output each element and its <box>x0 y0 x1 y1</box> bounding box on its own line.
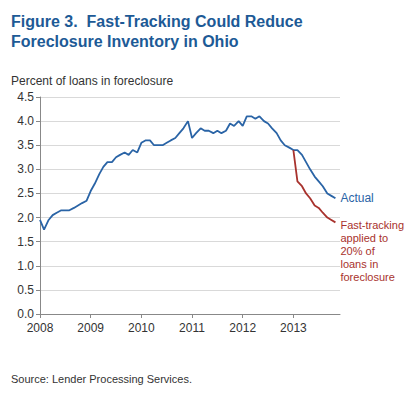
svg-text:2.5: 2.5 <box>17 186 34 200</box>
svg-text:2009: 2009 <box>77 321 104 335</box>
svg-text:2012: 2012 <box>229 321 256 335</box>
svg-text:2013: 2013 <box>280 321 307 335</box>
svg-text:3.0: 3.0 <box>17 162 34 176</box>
svg-text:Source: Lender Processing Serv: Source: Lender Processing Services. <box>11 373 192 385</box>
svg-text:Fast-tracking: Fast-tracking <box>340 219 404 231</box>
svg-text:0.5: 0.5 <box>17 283 34 297</box>
svg-text:3.5: 3.5 <box>17 138 34 152</box>
svg-text:Percent of loans in foreclosur: Percent of loans in foreclosure <box>11 74 173 88</box>
svg-text:2.0: 2.0 <box>17 211 34 225</box>
svg-text:4.5: 4.5 <box>17 90 34 104</box>
svg-text:loans in: loans in <box>340 258 378 270</box>
svg-text:1.5: 1.5 <box>17 235 34 249</box>
svg-text:2011: 2011 <box>179 321 205 335</box>
svg-text:0.0: 0.0 <box>17 307 34 321</box>
svg-text:2008: 2008 <box>27 321 54 335</box>
svg-text:4.0: 4.0 <box>17 114 34 128</box>
svg-text:2010: 2010 <box>128 321 155 335</box>
svg-text:Figure 3. Fast-Tracking Could: Figure 3. Fast-Tracking Could Reduce <box>11 13 303 30</box>
svg-text:applied to: applied to <box>340 232 388 244</box>
svg-text:Actual: Actual <box>340 191 373 205</box>
svg-text:foreclosure: foreclosure <box>340 271 394 283</box>
svg-text:20% of: 20% of <box>340 245 375 257</box>
svg-text:Foreclosure Inventory in Ohio: Foreclosure Inventory in Ohio <box>11 33 239 50</box>
svg-text:1.0: 1.0 <box>17 259 34 273</box>
